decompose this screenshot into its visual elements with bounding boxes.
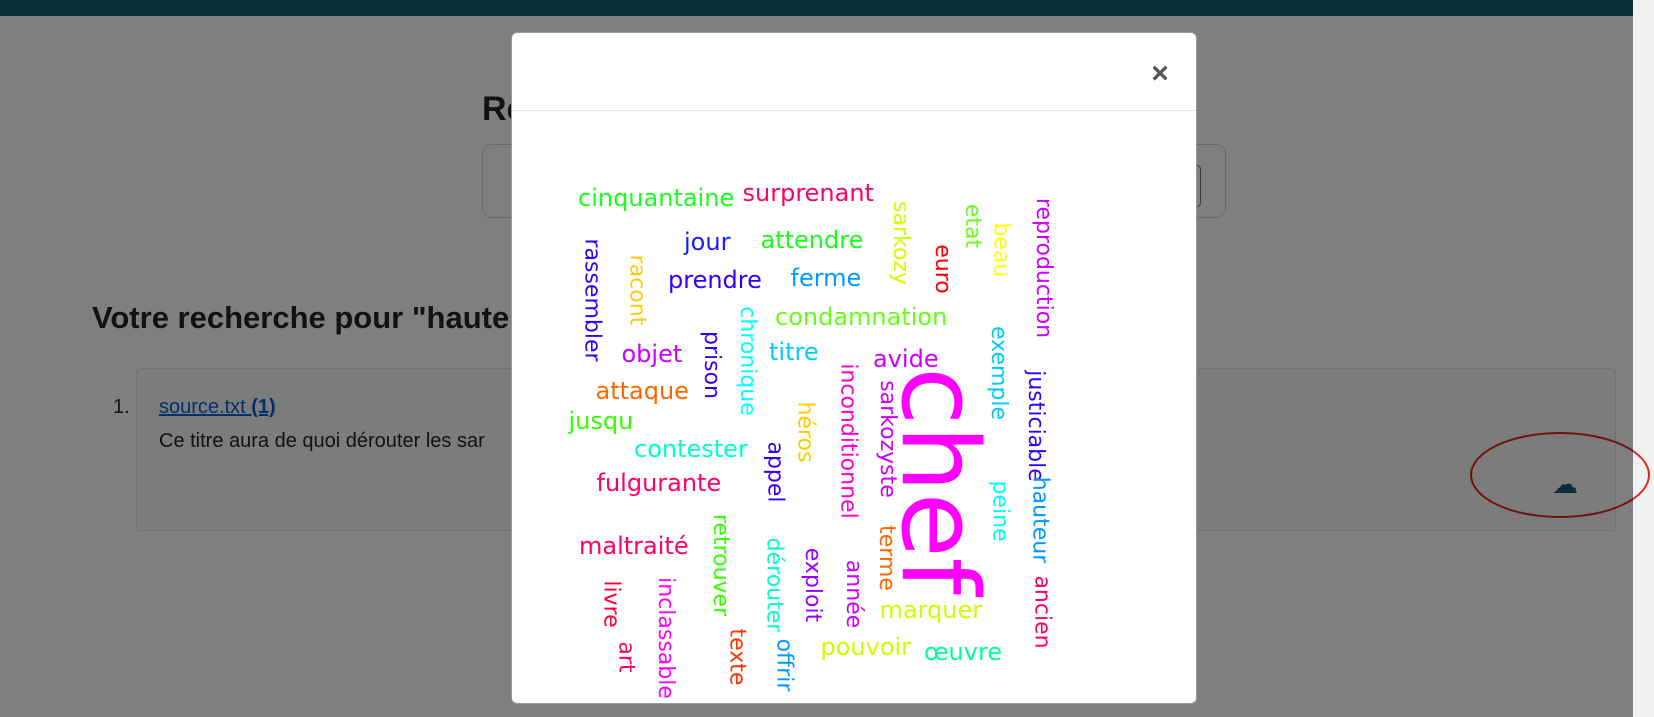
word-41: retrouver (708, 513, 734, 617)
word-43: texte (723, 628, 749, 686)
word-24: sarkozyste (874, 380, 900, 498)
word-9: avide (873, 345, 939, 373)
word-26: appel (762, 441, 788, 503)
page-scrollbar[interactable] (1633, 0, 1654, 717)
word-33: justiciable (1022, 370, 1048, 482)
word-8: titre (769, 338, 819, 366)
word-23: inconditionnel (835, 363, 861, 519)
word-21: prison (699, 331, 724, 399)
word-16: pouvoir (820, 633, 912, 661)
word-28: etat (960, 203, 986, 249)
word-2: jour (684, 228, 731, 256)
wordcloud: cinquantaine surprenant jour attendre prendr… (512, 111, 1196, 701)
word-25: héros (791, 401, 817, 463)
word-7: objet (621, 340, 683, 368)
word-14: maltraité (579, 532, 689, 560)
word-40: dérouter (760, 537, 786, 633)
word-34: hauteur (1026, 476, 1052, 564)
word-19: rassembler (579, 238, 605, 362)
word-39: exploit (800, 547, 826, 623)
word-6: condamnation (775, 303, 948, 331)
word-27: sarkozy (887, 201, 913, 285)
word-3: attendre (760, 226, 864, 254)
word-5: ferme (790, 264, 862, 292)
wordcloud-modal: × cinquantaine surprenant jour attendre pren… (511, 32, 1197, 704)
word-13: fulgurante (596, 469, 722, 497)
word-12: contester (634, 435, 748, 463)
word-29: beau (987, 222, 1013, 278)
word-4: prendre (668, 266, 762, 294)
modal-header: × (512, 33, 1196, 111)
word-1: surprenant (742, 179, 874, 207)
word-11: jusqu (568, 407, 634, 435)
word-44: inclassable (652, 577, 678, 699)
word-15: marquer (879, 596, 983, 624)
word-46: art (613, 641, 639, 673)
word-31: exemple (986, 325, 1012, 421)
word-18: chef (878, 367, 1001, 595)
word-22: chronique (734, 306, 760, 416)
word-42: offrir (770, 638, 796, 692)
word-35: peine (987, 480, 1013, 542)
word-30: euro (929, 244, 955, 294)
word-45: livre (598, 580, 624, 628)
close-button[interactable]: × (1151, 57, 1169, 90)
word-37: terme (873, 525, 899, 591)
word-36: ancien (1029, 575, 1055, 649)
word-38: année (841, 559, 867, 629)
word-10: attaque (595, 377, 689, 405)
word-0: cinquantaine (578, 184, 735, 212)
word-32: reproduction (1031, 197, 1057, 339)
word-17: œuvre (924, 638, 1003, 666)
word-20: racont (623, 254, 649, 326)
